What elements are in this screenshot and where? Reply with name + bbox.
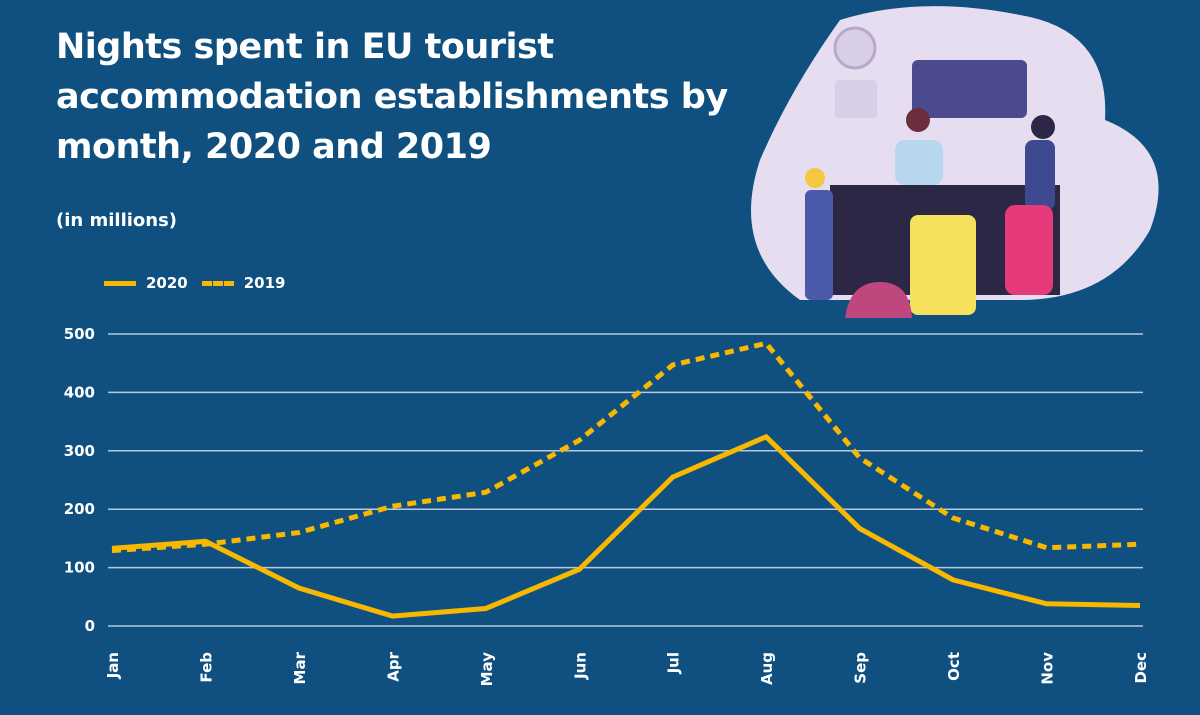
x-tick-label: May <box>478 652 496 687</box>
y-tick-label: 0 <box>85 617 95 635</box>
x-tick-label: Aug <box>758 652 776 685</box>
legend-swatch-dashed <box>201 280 234 286</box>
legend-label: 2020 <box>146 274 188 292</box>
x-tick-label: Nov <box>1039 652 1057 685</box>
y-tick-label: 400 <box>64 383 95 401</box>
y-tick-label: 500 <box>64 325 95 343</box>
gridlines <box>108 333 1143 627</box>
y-tick-label: 200 <box>64 500 95 518</box>
x-tick-label: Mar <box>291 651 309 684</box>
y-tick-label: 100 <box>64 559 95 577</box>
series-line-2020 <box>111 433 1141 619</box>
y-tick-label: 300 <box>64 442 95 460</box>
x-axis-ticks: Jan Feb Mar Apr May Jun Jul Aug Sep Oct Nov Dec <box>104 651 1150 686</box>
chart-subtitle: (in millions) <box>56 210 178 231</box>
x-tick-label: Sep <box>852 652 870 684</box>
x-tick-label: Feb <box>197 652 215 683</box>
legend-label: 2019 <box>243 274 286 292</box>
x-tick-label: Oct <box>945 652 963 681</box>
illustration-reception <box>751 6 1159 318</box>
y-axis-ticks: 0 100 200 300 400 500 <box>64 325 95 635</box>
chart-title: Nights spent in EU tourist accommodation… <box>56 27 728 167</box>
x-tick-label: Apr <box>384 651 402 681</box>
x-tick-label: Jan <box>104 652 122 679</box>
x-tick-label: Jul <box>665 652 683 674</box>
series-line-2019 <box>111 340 1141 554</box>
series-lines <box>111 340 1141 619</box>
x-tick-label: Jun <box>571 652 589 680</box>
legend-item-2019: 2019 <box>201 274 286 292</box>
legend-swatch-solid <box>104 280 136 286</box>
legend: 2020 2019 <box>104 274 286 292</box>
legend-item-2020: 2020 <box>104 274 188 292</box>
x-tick-label: Dec <box>1132 652 1150 684</box>
